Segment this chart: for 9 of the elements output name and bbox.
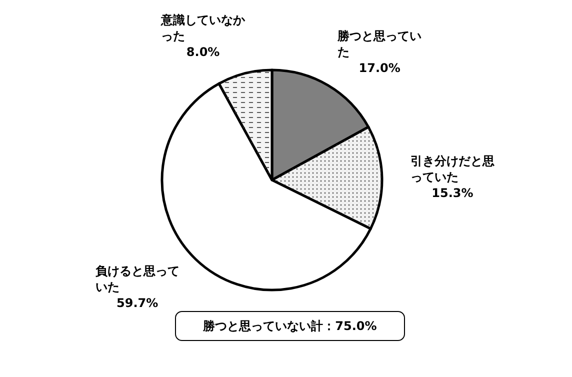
slice-label: 引き分けだと思っていた	[410, 152, 494, 185]
data-label: 8.0%	[185, 44, 221, 60]
slice-label: 勝つと思っていた	[338, 28, 422, 60]
data-label: 17.0%	[358, 60, 402, 76]
data-label: 15.3%	[430, 184, 474, 201]
data-label: 59.7%	[116, 295, 160, 312]
text: 勝つと思っていない計：75.0%	[175, 311, 405, 341]
slice-label: 負けると思っていた	[95, 263, 180, 296]
slice-label: 意識していなかった	[161, 12, 246, 44]
